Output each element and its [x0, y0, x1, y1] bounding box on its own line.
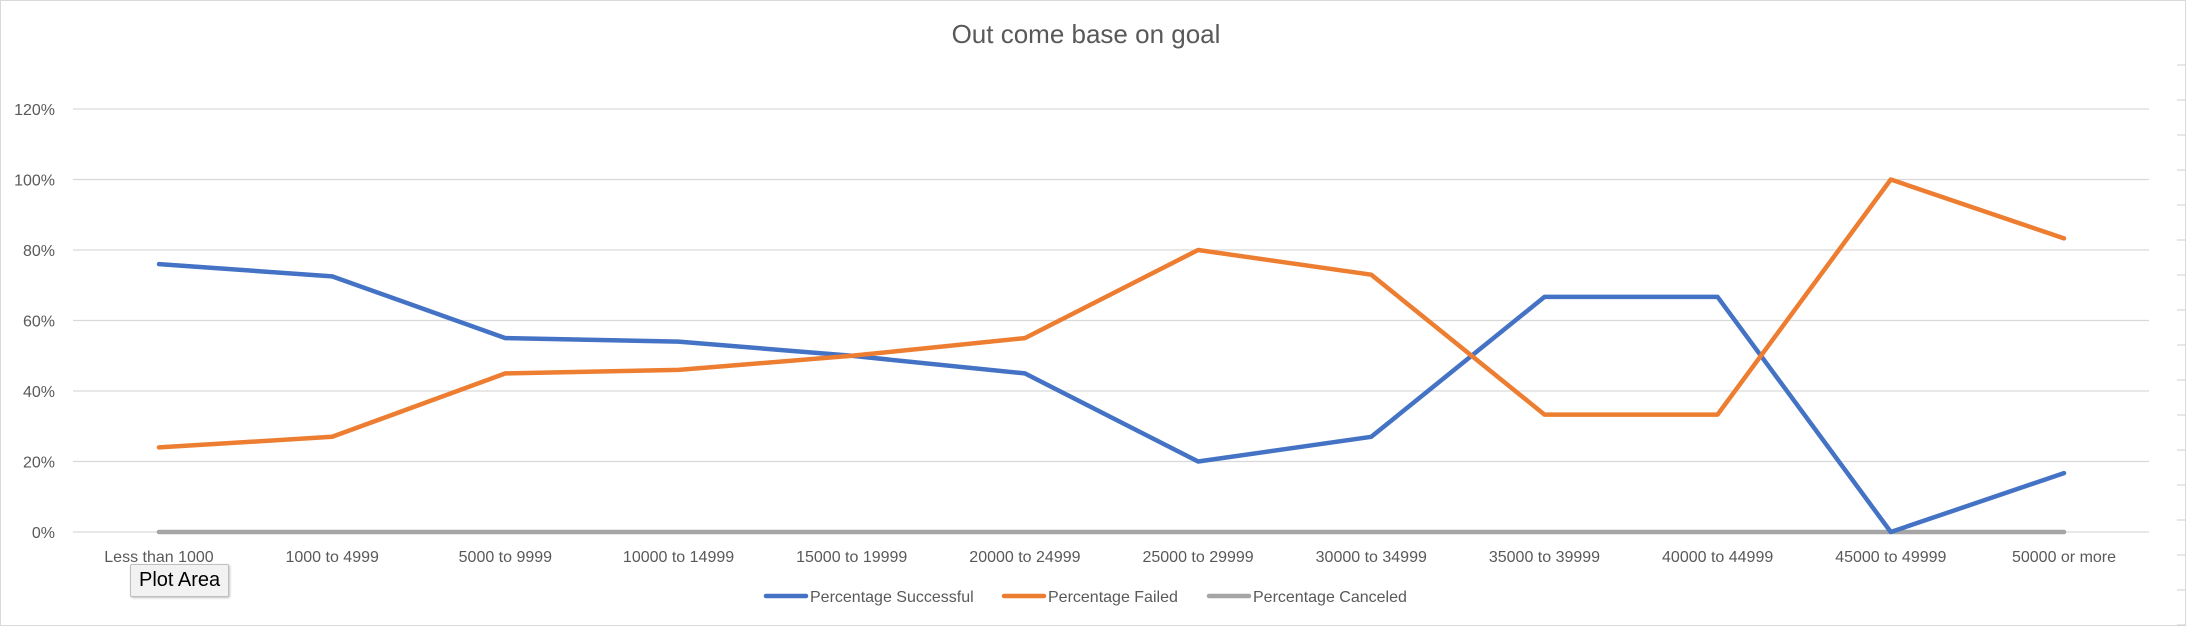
series-line-percentage-failed[interactable]: [156, 177, 2067, 450]
x-tick-label: 5000 to 9999: [459, 549, 553, 566]
y-tick-label: 40%: [23, 384, 55, 401]
gridlines: [73, 108, 2149, 533]
x-tick-label: 45000 to 49999: [1835, 549, 1946, 566]
y-tick-label: 60%: [23, 314, 55, 331]
legend: Percentage Successful Percentage Failed Pe…: [763, 589, 1407, 606]
x-tick-label: 20000 to 24999: [969, 549, 1080, 566]
sheet-edge-ticks: [2177, 64, 2186, 626]
y-tick-label: 120%: [14, 102, 55, 119]
legend-label: Percentage Failed: [1048, 589, 1178, 606]
series-line-percentage-successful[interactable]: [156, 261, 2067, 535]
x-tick-label: 25000 to 29999: [1142, 549, 1253, 566]
series-lines[interactable]: [156, 177, 2067, 535]
x-tick-label: 10000 to 14999: [623, 549, 734, 566]
x-tick-label: Less than 1000: [104, 549, 214, 566]
y-axis-tick-labels: 0% 20% 40% 60% 80% 100% 120%: [14, 102, 55, 542]
x-tick-label: 30000 to 34999: [1316, 549, 1427, 566]
x-axis-tick-labels: Less than 1000 1000 to 4999 5000 to 9999 10…: [104, 549, 2116, 566]
legend-label: Percentage Successful: [810, 589, 974, 606]
legend-label: Percentage Canceled: [1253, 589, 1407, 606]
x-tick-label: 40000 to 44999: [1662, 549, 1773, 566]
y-tick-label: 80%: [23, 243, 55, 260]
y-tick-label: 0%: [32, 525, 55, 542]
x-tick-label: 50000 or more: [2012, 549, 2116, 566]
y-tick-label: 100%: [14, 173, 55, 190]
plot-area-tooltip: Plot Area: [130, 564, 230, 597]
x-tick-label: 1000 to 4999: [285, 549, 379, 566]
y-tick-label: 20%: [23, 455, 55, 472]
chart-title: Out come base on goal: [952, 19, 1221, 49]
x-tick-label: 15000 to 19999: [796, 549, 907, 566]
x-tick-label: 35000 to 39999: [1489, 549, 1600, 566]
